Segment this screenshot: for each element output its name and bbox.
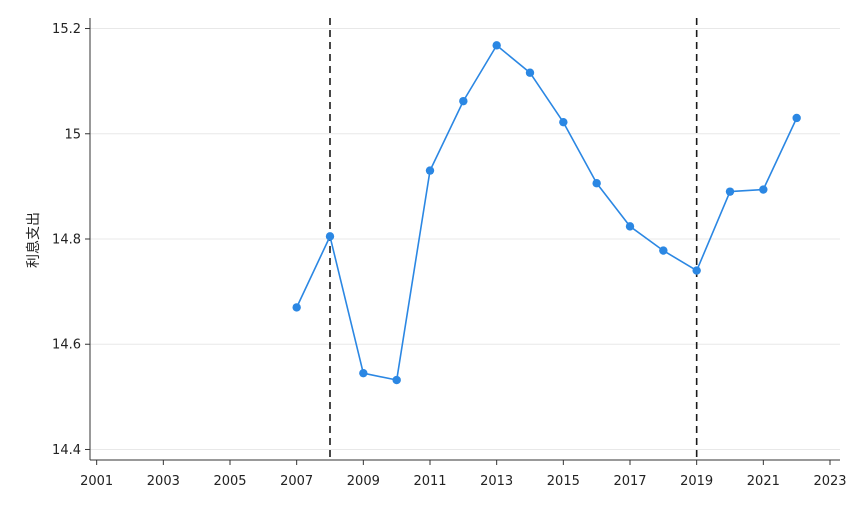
- x-tick-label: 2017: [613, 474, 646, 489]
- y-tick-label: 14.6: [52, 338, 81, 353]
- data-series: [292, 41, 801, 385]
- x-axis-ticks: 2001 2003 2005 2007 2009 2011 2013 2015 2017 2019…: [80, 460, 847, 489]
- y-tick-label: 15.2: [52, 22, 81, 37]
- x-tick-label: 2023: [813, 474, 846, 489]
- data-point: [459, 96, 468, 106]
- data-point: [325, 232, 335, 241]
- series-line: [295, 44, 798, 381]
- y-tick-label: 14.4: [52, 443, 81, 458]
- data-point: [292, 303, 301, 312]
- grid-lines: [90, 28, 840, 450]
- data-point: [525, 68, 535, 77]
- data-point: [559, 117, 568, 127]
- data-point: [392, 375, 401, 385]
- data-point: [625, 222, 635, 231]
- x-tick-label: 2003: [147, 474, 180, 489]
- y-tick-label: 14.8: [52, 233, 81, 248]
- y-axis-ticks: 14.4 14.6 14.8 15 15.2: [52, 22, 90, 458]
- x-tick-label: 2015: [547, 474, 580, 489]
- x-tick-label: 2011: [413, 474, 446, 489]
- x-tick-label: 2007: [280, 474, 313, 489]
- data-point: [492, 41, 501, 50]
- x-tick-label: 2009: [347, 474, 380, 489]
- data-point: [425, 166, 435, 175]
- data-point: [725, 187, 735, 196]
- x-tick-label: 2005: [213, 474, 246, 489]
- data-point: [759, 185, 768, 194]
- x-tick-label: 2013: [480, 474, 513, 489]
- data-point: [692, 266, 701, 275]
- data-point: [592, 179, 601, 188]
- data-point: [792, 113, 801, 123]
- y-tick-label: 15: [64, 127, 81, 142]
- y-axis-title: 利息支出: [25, 212, 42, 268]
- x-tick-label: 2021: [747, 474, 780, 489]
- data-point: [359, 368, 368, 378]
- x-tick-label: 2001: [80, 474, 113, 489]
- x-tick-label: 2019: [680, 474, 713, 489]
- data-point: [659, 246, 668, 255]
